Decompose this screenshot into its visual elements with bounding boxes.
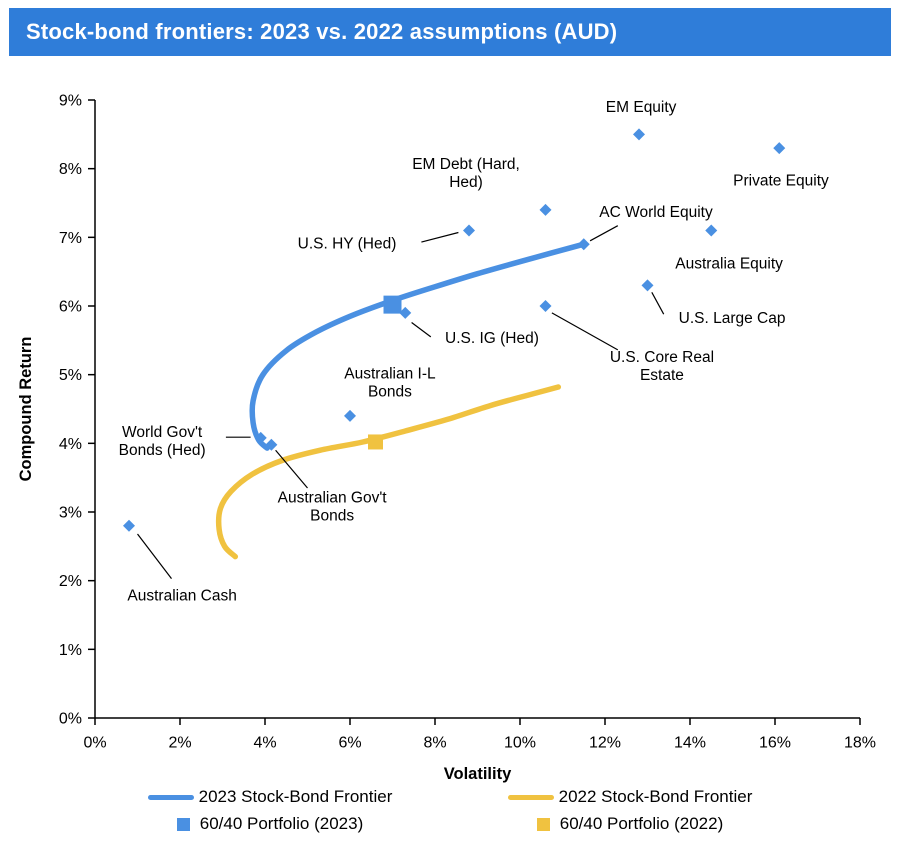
frontier-chart: 0% 1% 2% 3% 4% 5% 6% 7% 8% 9% 0% 2% 4% 6% 8% 10% 12% 14% 1…	[17, 93, 876, 784]
x-tick-label: 8%	[423, 735, 446, 752]
y-tick-label: 3%	[59, 505, 82, 522]
data-label-em-debt-hard-hed: EM Debt (Hard,	[412, 156, 520, 173]
data-label-u-s-hy-hed: U.S. HY (Hed)	[298, 236, 397, 253]
leader-u-s-core-real-estate	[551, 312, 619, 351]
frontier-curve-2023-stock-bond-frontier	[249, 241, 587, 451]
data-label-u-s-ig-hed: U.S. IG (Hed)	[445, 330, 539, 347]
leader-ac-world-equity	[589, 225, 619, 242]
data-label-australian-gov-t-bonds: Australian Gov't	[278, 490, 388, 507]
data-point-em-debt-hard-hed	[539, 203, 552, 216]
x-tick-label: 16%	[759, 735, 791, 752]
data-point-u-s-ig-hed	[399, 306, 412, 319]
x-tick-label: 6%	[338, 735, 361, 752]
data-label-u-s-large-cap: U.S. Large Cap	[679, 310, 786, 327]
y-tick-label: 9%	[59, 93, 82, 110]
y-tick-label: 0%	[59, 711, 82, 728]
marker-60-40-portfolio-2022	[368, 434, 383, 450]
data-label-em-equity: EM Equity	[606, 99, 677, 116]
x-tick-label: 10%	[504, 735, 536, 752]
data-point-u-s-large-cap	[641, 279, 654, 292]
title-banner: Stock-bond frontiers: 2023 vs. 2022 assu…	[9, 8, 891, 56]
data-label-private-equity: Private Equity	[733, 173, 829, 190]
data-label-ac-world-equity: AC World Equity	[599, 204, 713, 221]
data-point-australian-gov-t-bonds	[265, 438, 278, 451]
data-label-em-debt-hard-hed: Hed)	[449, 174, 483, 191]
y-tick-label: 6%	[59, 299, 82, 316]
data-point-ac-world-equity	[577, 238, 590, 251]
y-axis-title: Compound Return	[17, 337, 35, 482]
legend-2022-frontier-label: 2022 Stock-Bond Frontier	[558, 787, 753, 806]
leader-u-s-hy-hed	[421, 231, 459, 243]
data-label-australian-i-l-bonds: Australian I-L	[344, 365, 436, 382]
data-point-u-s-core-real-estate	[539, 300, 552, 312]
data-point-u-s-hy-hed	[463, 224, 475, 237]
x-tick-label: 4%	[253, 735, 276, 752]
x-tick-label: 0%	[83, 735, 106, 752]
chart-title: Stock-bond frontiers: 2023 vs. 2022 assu…	[26, 19, 618, 44]
legend-item-2023-frontier: 2023 Stock-Bond Frontier	[90, 787, 450, 807]
legend-row-portfolios: 60/40 Portfolio (2023) 60/40 Portfolio (…	[0, 814, 900, 834]
y-tick-label: 5%	[59, 367, 82, 384]
data-label-australian-gov-t-bonds: Bonds	[310, 508, 354, 525]
legend-2023-frontier-label: 2023 Stock-Bond Frontier	[198, 787, 393, 806]
data-label-australian-cash: Australian Cash	[127, 587, 236, 604]
leader-u-s-ig-hed	[411, 322, 432, 338]
legend-item-6040-2023: 60/40 Portfolio (2023)	[90, 814, 450, 834]
y-tick-label: 8%	[59, 161, 82, 178]
data-label-australia-equity: Australia Equity	[675, 256, 783, 273]
x-axis-title: Volatility	[444, 765, 512, 783]
legend-2023-frontier-line-swatch	[147, 794, 194, 800]
data-point-em-equity	[633, 128, 645, 141]
leader-australian-cash	[137, 533, 172, 579]
legend-item-2022-frontier: 2022 Stock-Bond Frontier	[450, 787, 810, 807]
legend: 2023 Stock-Bond Frontier 2022 Stock-Bond…	[0, 787, 900, 834]
frontier-curve-2022-stock-bond-frontier	[215, 384, 562, 560]
data-point-private-equity	[773, 142, 786, 155]
legend-2022-frontier-line-swatch	[507, 794, 554, 800]
data-point-australian-i-l-bonds	[344, 409, 356, 422]
marker-60-40-portfolio-2023	[383, 295, 402, 314]
legend-6040-2022-label: 60/40 Portfolio (2022)	[559, 814, 724, 833]
data-label-australian-i-l-bonds: Bonds	[368, 383, 412, 400]
data-label-u-s-core-real-estate: U.S. Core Real	[610, 349, 714, 366]
legend-item-6040-2022: 60/40 Portfolio (2022)	[450, 814, 810, 834]
legend-6040-2023-label: 60/40 Portfolio (2023)	[199, 814, 364, 833]
x-tick-label: 18%	[844, 735, 876, 752]
y-tick-label: 4%	[59, 436, 82, 453]
y-tick-label: 1%	[59, 642, 82, 659]
data-point-australian-cash	[123, 519, 135, 532]
leader-australian-gov-t-bonds	[275, 449, 308, 489]
x-tick-label: 2%	[168, 735, 191, 752]
data-label-u-s-core-real-estate: Estate	[640, 367, 684, 384]
legend-6040-2022-square-swatch	[536, 817, 550, 831]
x-tick-label: 12%	[589, 735, 621, 752]
leader-u-s-large-cap	[651, 292, 665, 315]
y-tick-label: 2%	[59, 573, 82, 590]
data-label-world-gov-t-bonds-hed: World Gov't	[122, 424, 203, 441]
legend-6040-2023-square-swatch	[176, 817, 190, 831]
x-tick-label: 14%	[674, 735, 706, 752]
y-tick-label: 7%	[59, 230, 82, 247]
data-point-australia-equity	[705, 224, 718, 237]
data-label-world-gov-t-bonds-hed: Bonds (Hed)	[119, 442, 206, 459]
data-point-world-gov-t-bonds-hed	[254, 431, 267, 444]
legend-row-frontiers: 2023 Stock-Bond Frontier 2022 Stock-Bond…	[0, 787, 900, 807]
